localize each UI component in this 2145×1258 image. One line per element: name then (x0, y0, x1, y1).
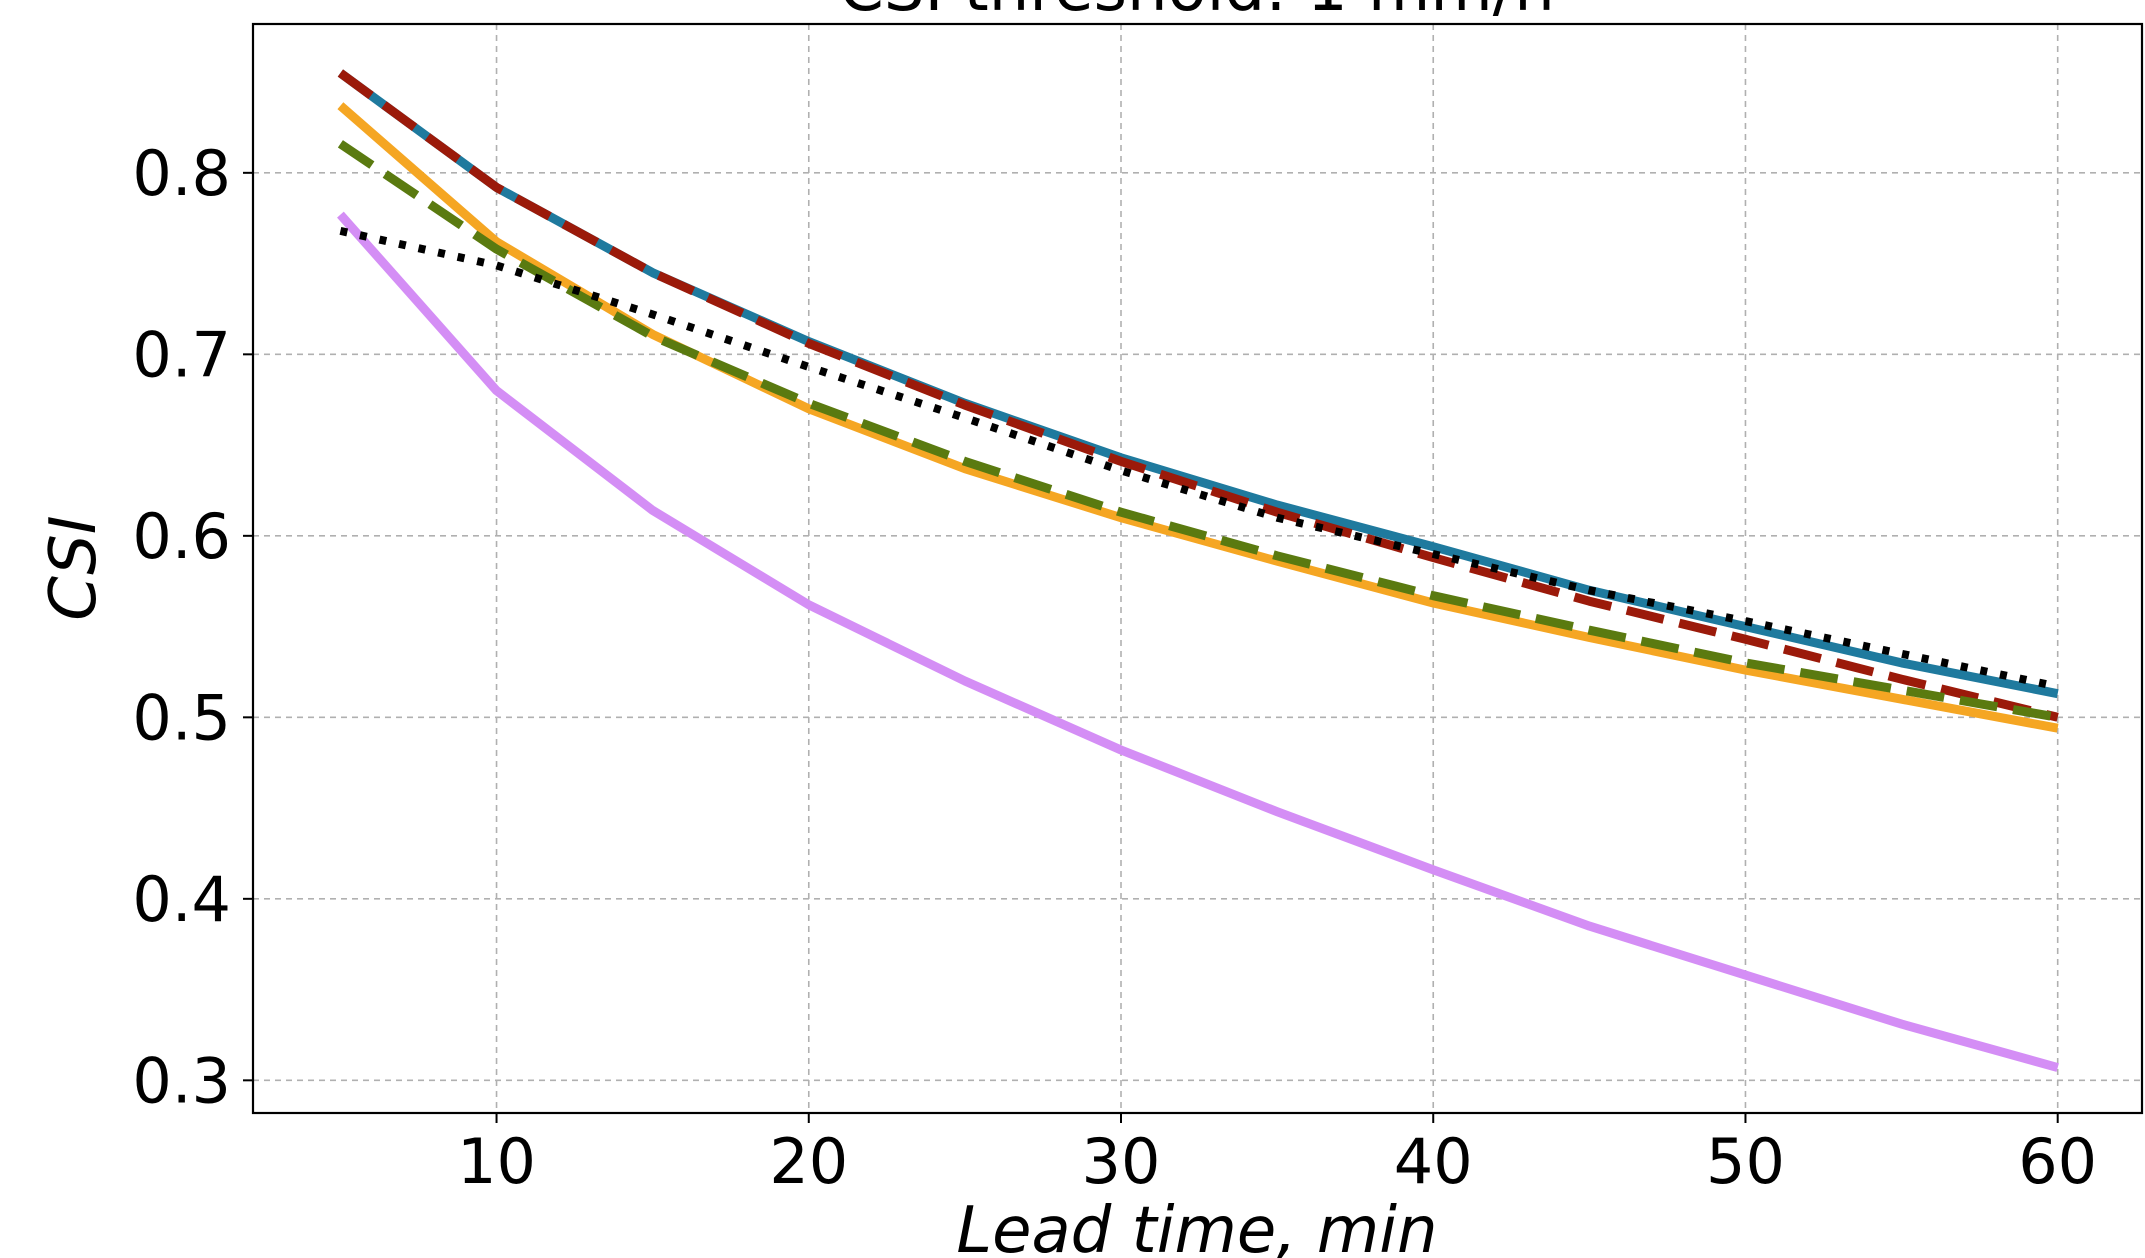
y-tick-label: 0.6 (132, 500, 231, 573)
y-tick-label: 0.5 (132, 681, 231, 754)
x-axis-title: Lead time, min (956, 1194, 1437, 1258)
x-tick-label: 50 (1706, 1125, 1785, 1198)
x-tick-label: 20 (769, 1125, 848, 1198)
y-tick-label: 0.3 (132, 1044, 231, 1117)
y-tick-label: 0.7 (132, 318, 231, 391)
y-tick-label: 0.4 (132, 863, 231, 936)
x-tick-label: 60 (2018, 1125, 2097, 1198)
axis-ticks: 10 20 30 40 50 60 0.3 0.4 0.5 0.6 0.7 0.8 (132, 137, 2097, 1198)
series-line-5 (337, 140, 2059, 722)
series-line-6 (339, 226, 2059, 691)
series-lines (337, 69, 2059, 1072)
series-line-1 (337, 69, 2059, 699)
x-tick-label: 10 (457, 1125, 536, 1198)
x-tick-label: 40 (1394, 1125, 1473, 1198)
x-tick-label: 30 (1082, 1125, 1161, 1198)
grid-lines (253, 24, 2142, 1113)
series-line-4 (337, 69, 2059, 722)
chart-title: CSI threshold: 1 mm/h (839, 0, 1555, 26)
y-axis-title: CSI (37, 515, 111, 620)
plot-frame (251, 22, 2144, 1115)
y-tick-label: 0.8 (132, 137, 231, 210)
series-line-3 (337, 211, 2059, 1072)
